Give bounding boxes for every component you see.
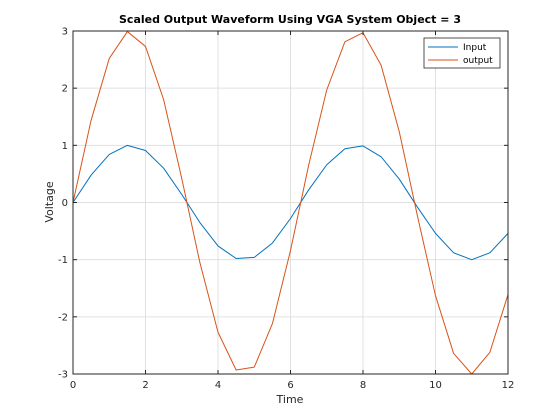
x-tick-label: 10 xyxy=(429,380,442,391)
y-tick-label: 3 xyxy=(62,27,68,38)
legend[interactable]: Input output xyxy=(423,37,501,69)
legend-output-label: output xyxy=(463,56,493,66)
legend-input-label: Input xyxy=(463,43,487,53)
x-axis-label: Time xyxy=(276,393,304,406)
x-tick-label: 4 xyxy=(215,380,221,391)
y-tick-label: -2 xyxy=(58,312,68,323)
chart-title: Scaled Output Waveform Using VGA System … xyxy=(119,13,461,26)
series-line-input xyxy=(72,144,509,261)
y-tick-label: -1 xyxy=(58,255,68,266)
y-tick-label: 1 xyxy=(62,141,68,152)
y-tick-label: 2 xyxy=(62,84,68,95)
x-tick-label: 2 xyxy=(142,380,148,391)
x-tick-label: 6 xyxy=(287,380,293,391)
y-axis-label: Voltage xyxy=(43,181,56,222)
x-tick-label: 8 xyxy=(360,380,366,391)
y-tick-label: 0 xyxy=(62,198,68,209)
series-layer xyxy=(72,31,509,375)
x-tick-label: 12 xyxy=(502,380,515,391)
x-tick-label: 0 xyxy=(70,380,76,391)
legend-box xyxy=(423,37,501,69)
series-line-output xyxy=(72,31,509,375)
y-tick-label: -3 xyxy=(58,370,68,381)
